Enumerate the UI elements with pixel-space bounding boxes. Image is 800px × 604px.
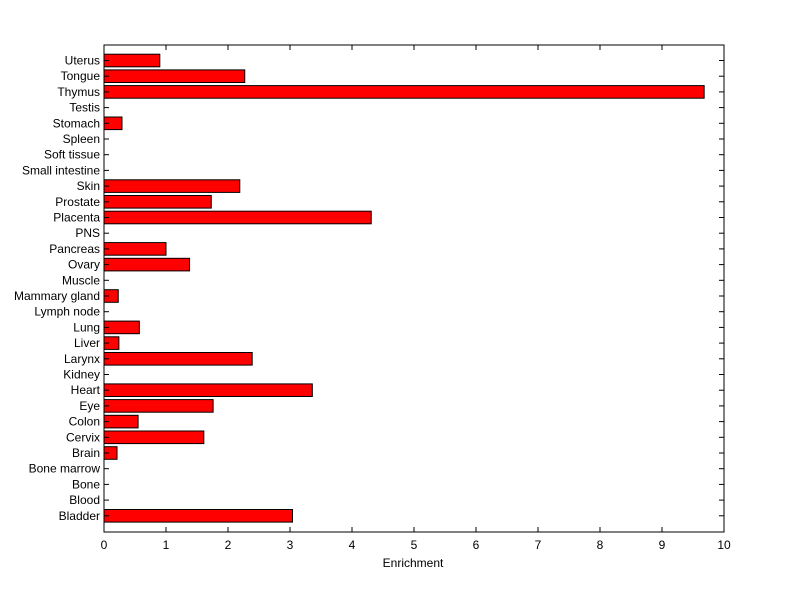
bar-prostate (103, 195, 212, 209)
category-label-pancreas: Pancreas (49, 242, 100, 256)
x-tick-label: 4 (349, 538, 356, 552)
category-label-skin: Skin (77, 179, 100, 193)
category-label-muscle: Muscle (62, 273, 100, 287)
category-label-mammary-gland: Mammary gland (14, 289, 100, 303)
category-label-eye: Eye (79, 399, 100, 413)
category-label-small-intestine: Small intestine (22, 163, 100, 177)
bar-skin (103, 179, 241, 193)
category-label-testis: Testis (69, 101, 100, 115)
category-label-bladder: Bladder (59, 509, 100, 523)
category-label-bone-marrow: Bone marrow (29, 462, 101, 476)
bar-heart (103, 383, 313, 397)
plot-area (104, 45, 724, 532)
category-label-heart: Heart (71, 383, 101, 397)
bar-eye (103, 399, 214, 413)
category-label-larynx: Larynx (64, 352, 100, 366)
category-label-tongue: Tongue (61, 69, 101, 83)
bar-bladder (103, 509, 293, 523)
category-label-cervix: Cervix (66, 430, 100, 444)
bar-colon (103, 414, 139, 429)
category-label-lung: Lung (73, 320, 100, 334)
category-label-spleen: Spleen (63, 132, 100, 146)
bar-uterus (103, 53, 161, 68)
category-label-uterus: Uterus (65, 54, 100, 68)
x-tick-label: 7 (535, 538, 542, 552)
bar-pancreas (103, 242, 167, 256)
bar-thymus (103, 85, 705, 99)
x-tick-label: 9 (659, 538, 666, 552)
x-tick-label: 3 (287, 538, 294, 552)
axes-group (103, 44, 725, 533)
bar-placenta (103, 210, 372, 225)
category-label-placenta: Placenta (53, 211, 100, 225)
category-label-liver: Liver (74, 336, 100, 350)
category-label-colon: Colon (69, 415, 100, 429)
category-label-kidney: Kidney (63, 368, 100, 382)
bar-tongue (103, 69, 246, 84)
x-tick-label: 10 (717, 538, 731, 552)
x-tick-label: 8 (597, 538, 604, 552)
x-tick-label: 5 (411, 538, 418, 552)
x-tick-label: 0 (101, 538, 108, 552)
category-label-lymph-node: Lymph node (34, 305, 100, 319)
x-tick-label: 1 (163, 538, 170, 552)
category-label-brain: Brain (72, 446, 100, 460)
bar-ovary (103, 257, 191, 272)
category-label-pns: PNS (75, 226, 100, 240)
x-tick-label: 6 (473, 538, 480, 552)
x-tick-label: 2 (225, 538, 232, 552)
bar-cervix (103, 430, 205, 445)
category-label-bone: Bone (72, 477, 100, 491)
category-label-ovary: Ovary (68, 258, 100, 272)
x-tick-labels: 0 1 2 3 4 5 6 7 8 9 10 (101, 538, 731, 552)
category-label-blood: Blood (69, 493, 100, 507)
bar-larynx (103, 352, 253, 366)
category-label-soft-tissue: Soft tissue (44, 148, 100, 162)
plot-frame (103, 44, 725, 533)
category-label-prostate: Prostate (55, 195, 100, 209)
category-label-stomach: Stomach (53, 116, 100, 130)
bar-lung (103, 320, 140, 335)
category-label-thymus: Thymus (57, 85, 100, 99)
x-axis-label: Enrichment (383, 556, 444, 570)
